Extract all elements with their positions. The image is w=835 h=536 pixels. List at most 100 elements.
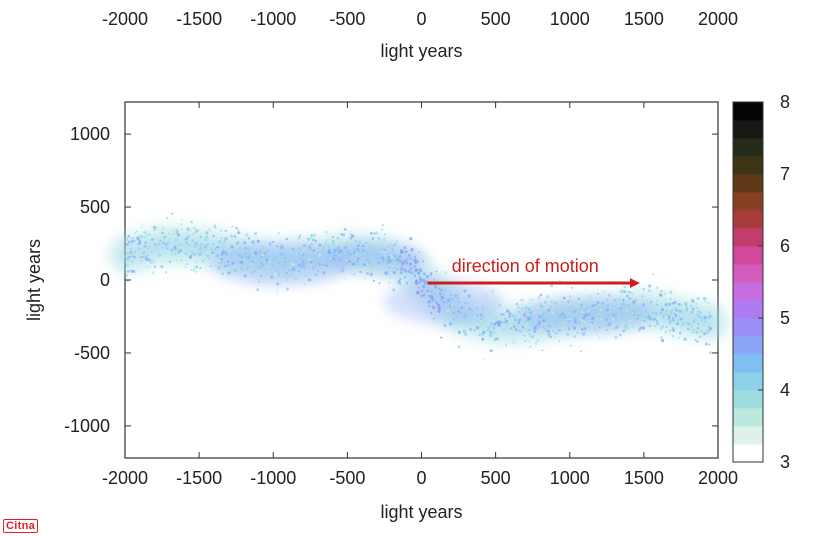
star-point [188, 255, 193, 259]
star-point [265, 256, 269, 259]
star-point [421, 278, 425, 281]
star-point [247, 237, 251, 240]
star-point [283, 265, 287, 269]
star-point [321, 263, 325, 267]
star-point [283, 258, 286, 261]
star-point [392, 288, 396, 292]
star-point [330, 262, 333, 265]
star-point [496, 320, 500, 324]
star-point [667, 311, 670, 313]
star-point [236, 241, 239, 245]
star-point [697, 322, 700, 325]
star-point [167, 240, 170, 244]
star-point [506, 309, 509, 312]
star-point [698, 315, 701, 318]
star-point [487, 325, 489, 328]
star-point [584, 326, 587, 329]
star-point [487, 303, 490, 306]
star-point [176, 233, 181, 237]
star-point [432, 306, 436, 310]
top-tick-label: 500 [481, 9, 511, 29]
star-point [425, 274, 430, 279]
star-point [338, 239, 341, 242]
star-point [352, 272, 356, 276]
star-point [350, 234, 355, 238]
star-point [680, 317, 684, 321]
star-point [351, 262, 356, 266]
star-point [414, 255, 417, 258]
star-point [569, 307, 572, 310]
star-point [185, 241, 188, 244]
colorbar-bin [733, 354, 763, 373]
star-point [206, 254, 210, 258]
star-point [616, 308, 618, 310]
star-point [371, 265, 374, 268]
star-point [235, 226, 238, 230]
star-point [343, 227, 347, 231]
star-point [297, 252, 300, 255]
star-point [583, 332, 586, 335]
star-point [212, 234, 215, 238]
star-point [153, 259, 155, 262]
star-point [651, 311, 654, 314]
star-point [191, 239, 195, 243]
star-point [703, 296, 707, 301]
star-point [603, 304, 606, 307]
star-point [243, 241, 247, 245]
star-point [603, 290, 606, 294]
star-point [443, 323, 446, 327]
star-point [508, 312, 512, 315]
star-point [143, 231, 147, 234]
star-point [582, 316, 586, 320]
star-point [244, 247, 248, 251]
star-point [496, 337, 500, 340]
y-tick-label: -1000 [64, 416, 110, 436]
star-point [672, 317, 675, 321]
star-point [377, 261, 380, 264]
star-point [301, 263, 305, 267]
star-point [608, 313, 611, 315]
star-point [559, 314, 563, 318]
star-point [314, 273, 318, 277]
star-point [125, 273, 129, 277]
star-point [691, 329, 694, 332]
star-point [696, 313, 698, 316]
star-point [497, 319, 500, 322]
star-point [300, 265, 304, 269]
star-point [422, 285, 426, 288]
star-point [389, 249, 392, 252]
star-point [204, 238, 208, 242]
star-point [655, 303, 659, 307]
star-point [538, 303, 542, 307]
star-point [554, 336, 557, 339]
star-point [493, 338, 497, 341]
star-point [488, 333, 493, 337]
star-point [359, 271, 362, 273]
star-point [491, 291, 494, 294]
star-point [464, 301, 467, 304]
star-point [224, 252, 228, 256]
star-point [575, 312, 579, 316]
x-axis-tick-labels: -2000 -1500 -1000 -500 0 500 1000 1500 2000 [102, 468, 738, 488]
star-point [555, 332, 558, 335]
star-point [533, 327, 537, 331]
star-point [673, 312, 676, 315]
star-point [583, 321, 587, 325]
colorbar-bin [733, 372, 763, 391]
star-point [287, 274, 292, 278]
star-point [528, 319, 532, 323]
star-point [256, 287, 260, 292]
star-point [626, 306, 629, 310]
star-point [407, 254, 411, 257]
star-point [223, 265, 226, 268]
star-point [542, 319, 546, 323]
star-point [565, 305, 568, 308]
star-point [338, 254, 342, 257]
star-point [677, 336, 681, 340]
star-point [689, 305, 693, 308]
star-point [631, 308, 635, 312]
star-point [680, 321, 683, 324]
star-point [671, 327, 674, 330]
star-point [200, 251, 203, 254]
star-point [497, 323, 501, 326]
